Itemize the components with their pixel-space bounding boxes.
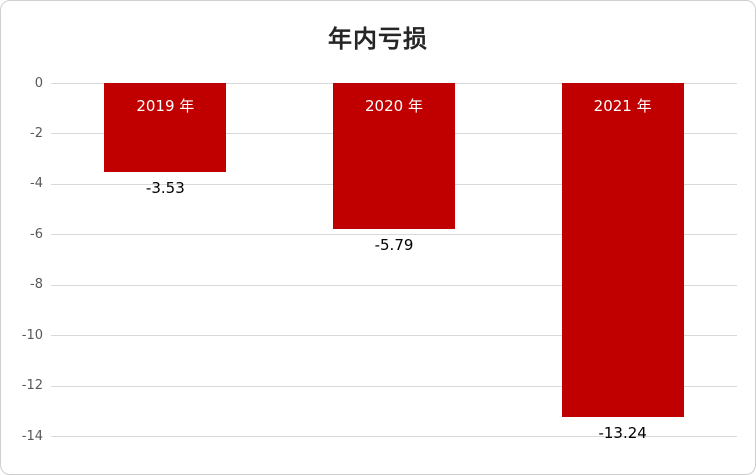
y-axis-tick-label: -4 — [30, 176, 43, 192]
y-axis-tick-label: 0 — [34, 75, 43, 91]
gridline — [51, 385, 737, 387]
bar-category-label: 2021 年 — [593, 97, 652, 115]
y-axis-tick-label: -14 — [21, 428, 43, 444]
gridline — [51, 284, 737, 286]
bar-2019年: 2019 年 — [104, 83, 227, 172]
bar-value-label: -5.79 — [374, 235, 414, 254]
bar-value-label: -3.53 — [145, 179, 185, 197]
gridline — [51, 335, 737, 337]
y-axis-tick-label: -6 — [30, 226, 43, 242]
gridline — [51, 436, 737, 437]
gridline — [51, 234, 737, 236]
y-axis-tick-label: -2 — [30, 125, 43, 141]
chart-title: 年内亏损 — [328, 25, 428, 53]
y-axis-tick-label: -8 — [30, 277, 43, 293]
y-axis-tick-label: -10 — [21, 327, 43, 343]
bar-2020年: 2020 年 — [333, 83, 455, 229]
bar-value-label: -13.24 — [598, 423, 647, 442]
bar-2021年: 2021 年 — [561, 83, 684, 417]
bar-category-label: 2020 年 — [365, 97, 423, 115]
bar-category-label: 2019 年 — [136, 97, 195, 115]
y-axis-tick-label: -12 — [21, 378, 43, 394]
